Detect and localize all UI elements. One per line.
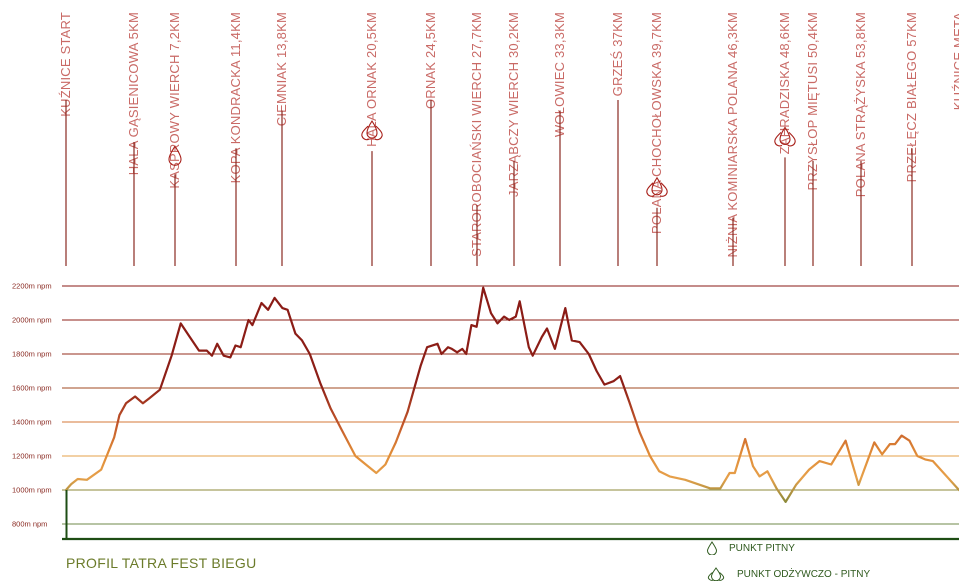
checkpoint-label: JARZĄBCZY WIERCH 30,2KM <box>506 12 521 197</box>
y-tick-label: 1800m npm <box>12 350 52 359</box>
checkpoint-label: KASPROWY WIERCH 7,2KM <box>167 12 182 189</box>
y-tick-label: 1400m npm <box>12 418 52 427</box>
elevation-line-group <box>64 286 959 503</box>
checkpoint-marker: KOPA KONDRACKA 11,4KM <box>228 12 243 266</box>
y-tick-label: 1600m npm <box>12 384 52 393</box>
checkpoint-label: KUŹNICE META <box>951 12 959 110</box>
checkpoint-marker: KASPROWY WIERCH 7,2KM <box>167 12 182 266</box>
checkpoint-label: NIŻNIA KOMINIARSKA POLANA 46,3KM <box>725 12 740 258</box>
checkpoint-marker: KUŹNICE META <box>951 12 959 110</box>
checkpoint-label: ORNAK 24,5KM <box>423 12 438 109</box>
checkpoint-marker: ORNAK 24,5KM <box>423 12 438 266</box>
checkpoint-marker: KUŹNICE START <box>58 12 73 266</box>
checkpoint-marker: HALA GĄSIENICOWA 5KM <box>126 12 141 266</box>
checkpoint-markers: KUŹNICE START HALA GĄSIENICOWA 5KM KASPROW… <box>58 12 959 266</box>
legend-label-food: PUNKT ODŻYWCZO - PITNY <box>737 568 871 580</box>
checkpoint-label: STAROROBOCIAŃSKI WIERCH 27,7KM <box>469 12 484 257</box>
checkpoint-marker: HALA ORNAK 20,5KM <box>361 12 383 266</box>
checkpoint-marker: ZAHRADZISKA 48,6KM <box>774 12 796 266</box>
checkpoint-label: PRZYSŁOP MIĘTUSI 50,4KM <box>805 12 820 190</box>
legend-item-drink: PUNKT PITNY <box>705 541 795 555</box>
checkpoint-marker: WOŁOWIEC 33,3KM <box>552 12 567 266</box>
checkpoint-label: KUŹNICE START <box>58 12 73 117</box>
y-gridlines <box>62 285 959 525</box>
y-tick-label: 2000m npm <box>12 316 52 325</box>
double-drop-icon <box>774 126 796 147</box>
checkpoint-marker: POLANA CHOCHOŁOWSKA 39,7KM <box>646 12 668 266</box>
checkpoint-label: POLANA STRĄŻYSKA 53,8KM <box>853 12 868 197</box>
double-drop-icon <box>361 120 383 141</box>
checkpoint-marker: PRZYSŁOP MIĘTUSI 50,4KM <box>805 12 820 266</box>
checkpoint-label: HALA ORNAK 20,5KM <box>364 12 379 147</box>
y-tick-label: 1200m npm <box>12 452 52 461</box>
checkpoint-label: GRZEŚ 37KM <box>610 12 625 96</box>
y-tick-label: 800m npm <box>12 520 47 529</box>
double-drop-icon <box>707 567 725 581</box>
chart-title: PROFIL TATRA FEST BIEGU <box>66 555 257 571</box>
water-drop-icon <box>168 145 182 166</box>
legend-item-food: PUNKT ODŻYWCZO - PITNY <box>705 567 870 581</box>
checkpoint-marker: STAROROBOCIAŃSKI WIERCH 27,7KM <box>469 12 484 266</box>
legend-label-drink: PUNKT PITNY <box>729 542 795 554</box>
checkpoint-marker: NIŻNIA KOMINIARSKA POLANA 46,3KM <box>725 12 740 266</box>
checkpoint-marker: JARZĄBCZY WIERCH 30,2KM <box>506 12 521 266</box>
checkpoint-marker: CIEMNIAK 13,8KM <box>274 12 289 266</box>
axes <box>62 490 959 541</box>
elevation-line <box>64 286 959 503</box>
checkpoint-label: WOŁOWIEC 33,3KM <box>552 12 567 137</box>
double-drop-icon <box>646 176 668 197</box>
checkpoint-marker: PRZEŁĘCZ BIAŁEGO 57KM <box>904 12 919 266</box>
water-drop-icon <box>706 541 718 555</box>
checkpoint-marker: GRZEŚ 37KM <box>610 12 625 266</box>
checkpoint-label: HALA GĄSIENICOWA 5KM <box>126 12 141 175</box>
checkpoint-label: CIEMNIAK 13,8KM <box>274 12 289 126</box>
y-tick-label: 2200m npm <box>12 282 52 291</box>
checkpoint-label: PRZEŁĘCZ BIAŁEGO 57KM <box>904 12 919 182</box>
checkpoint-label: ZAHRADZISKA 48,6KM <box>777 12 792 154</box>
checkpoint-label: KOPA KONDRACKA 11,4KM <box>228 12 243 183</box>
y-tick-label: 1000m npm <box>12 486 52 495</box>
checkpoint-marker: POLANA STRĄŻYSKA 53,8KM <box>853 12 868 266</box>
y-axis-labels: 2200m npm 2000m npm 1800m npm 1600m npm 1400… <box>12 282 52 529</box>
checkpoint-label: POLANA CHOCHOŁOWSKA 39,7KM <box>649 12 664 234</box>
